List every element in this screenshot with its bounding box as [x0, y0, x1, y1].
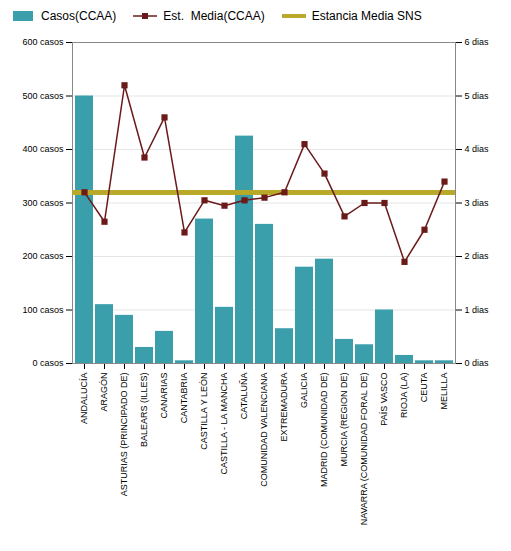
svg-text:200 casos: 200 casos — [22, 251, 64, 261]
svg-text:0 casos: 0 casos — [32, 358, 64, 368]
svg-text:CASTILLA Y LEÓN: CASTILLA Y LEÓN — [199, 373, 209, 450]
svg-text:ANDALUCÍA: ANDALUCÍA — [79, 373, 89, 425]
svg-text:CANTABRIA: CANTABRIA — [179, 373, 189, 424]
html-text:Casos(CCAA): Casos(CCAA) — [41, 9, 117, 23]
svg-text:CEUTA: CEUTA — [419, 373, 429, 403]
svg-text:100 casos: 100 casos — [22, 305, 64, 315]
svg-text:CASTILLA - LA MANCHA: CASTILLA - LA MANCHA — [219, 373, 229, 475]
svg-text:EXTREMADURA: EXTREMADURA — [279, 373, 289, 442]
svg-text:RIOJA (LA): RIOJA (LA) — [399, 373, 409, 419]
html-text:Est. Media(CCAA): Est. Media(CCAA) — [163, 9, 265, 23]
svg-text:PAÍS VASCO: PAÍS VASCO — [379, 373, 389, 426]
svg-text:3 dias: 3 dias — [465, 198, 490, 208]
svg-text:5 dias: 5 dias — [465, 91, 490, 101]
svg-text:1 dias: 1 dias — [465, 305, 490, 315]
svg-text:ASTURIAS (PRINCIPADO DE): ASTURIAS (PRINCIPADO DE) — [119, 373, 129, 497]
svg-text:MURCIA (REGION DE): MURCIA (REGION DE) — [339, 373, 349, 467]
svg-text:NAVARRA (COMUNIDAD FORAL DE): NAVARRA (COMUNIDAD FORAL DE) — [359, 373, 369, 526]
svg-text:BALEARS (ILLES): BALEARS (ILLES) — [139, 372, 149, 447]
svg-text:2 dias: 2 dias — [465, 251, 490, 261]
svg-text:MELILLA: MELILLA — [439, 373, 449, 410]
svg-text:4 dias: 4 dias — [465, 144, 490, 154]
svg-text:300 casos: 300 casos — [22, 198, 64, 208]
svg-text:6 dias: 6 dias — [465, 37, 490, 47]
svg-text:600 casos: 600 casos — [22, 37, 64, 47]
svg-text:400 casos: 400 casos — [22, 144, 64, 154]
svg-text:MADRID (COMUNIDAD DE): MADRID (COMUNIDAD DE) — [319, 373, 329, 488]
svg-text:CATALUÑA: CATALUÑA — [239, 373, 249, 420]
svg-text:0 dias: 0 dias — [465, 358, 490, 368]
svg-text:500 casos: 500 casos — [22, 91, 64, 101]
svg-text:ARAGÓN: ARAGÓN — [99, 373, 109, 412]
svg-text:CANARIAS: CANARIAS — [159, 373, 169, 419]
svg-text:GALICIA: GALICIA — [299, 373, 309, 409]
html-text:Estancia Media SNS: Estancia Media SNS — [311, 9, 422, 23]
svg-text:COMUNIDAD VALENCIANA: COMUNIDAD VALENCIANA — [259, 373, 269, 487]
